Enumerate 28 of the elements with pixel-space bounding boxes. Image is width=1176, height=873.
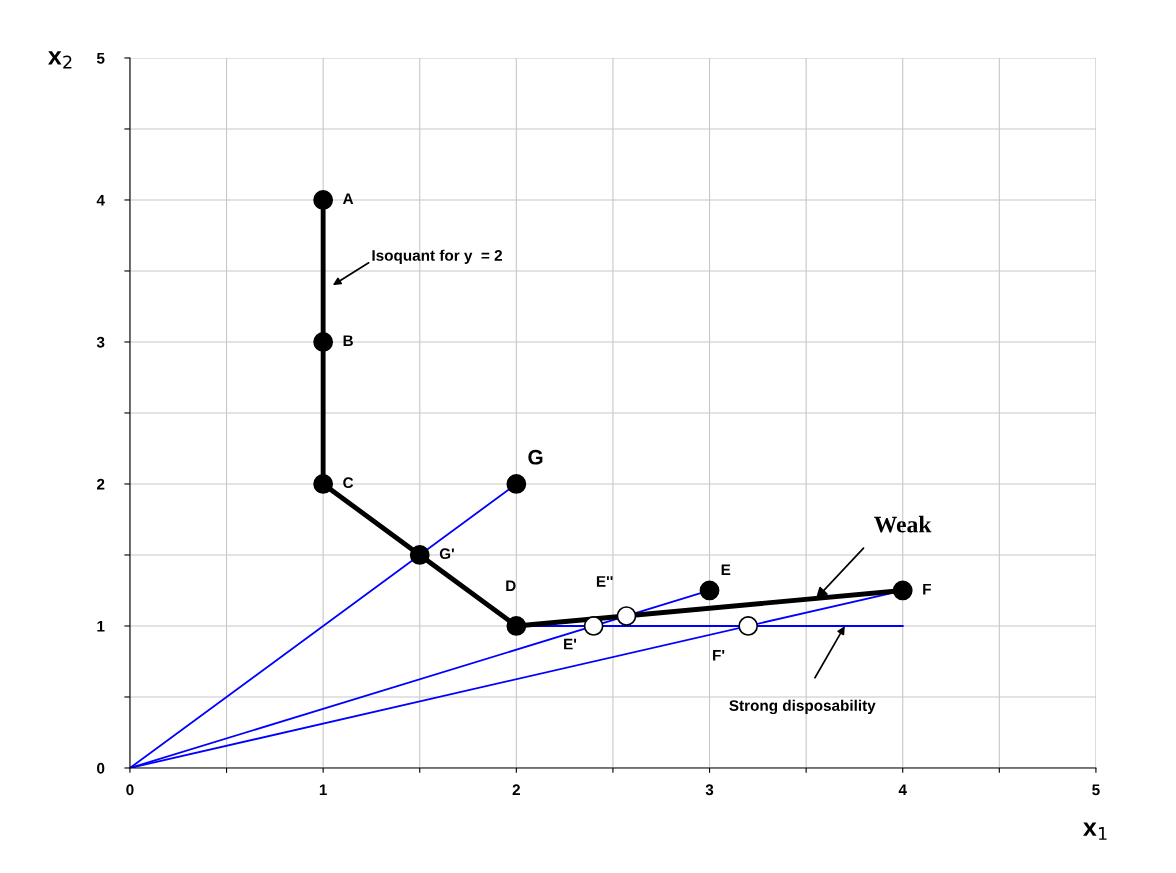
annotation: E <box>721 564 731 575</box>
annotation: Weak <box>874 515 932 533</box>
annotation: Isoquant for y = 2 <box>372 249 502 264</box>
annotation: D <box>506 580 516 592</box>
x-tick-label: 3 <box>705 784 714 796</box>
annotation: Strong disposability <box>729 699 876 715</box>
y-tick-label: 4 <box>96 194 105 206</box>
y-tick-label: 0 <box>97 762 105 774</box>
annotation: E' <box>564 638 577 650</box>
x-tick-label: 5 <box>1092 784 1100 796</box>
annotation: B <box>343 335 353 346</box>
y-tick-label: 2 <box>96 478 105 490</box>
y-tick-label: 1 <box>97 621 105 632</box>
x-tick-label: 0 <box>126 784 134 796</box>
x-tick-label: 4 <box>898 784 907 796</box>
x-tick-label: 1 <box>319 784 327 796</box>
y-axis-title: x$_{2}$ <box>48 51 72 69</box>
y-tick-label: 3 <box>96 336 105 348</box>
x-tick-label: 2 <box>512 784 520 796</box>
x-axis-title: x$_{1}$ <box>1083 822 1107 840</box>
annotation: F <box>923 583 931 595</box>
annotation: E'' <box>596 576 613 587</box>
y-tick-label: 5 <box>96 52 105 64</box>
annotation: C <box>343 477 354 489</box>
annotation: A <box>342 193 354 204</box>
annotation: G' <box>439 548 454 560</box>
annotation: F' <box>713 649 725 661</box>
annotation: G <box>528 449 543 465</box>
